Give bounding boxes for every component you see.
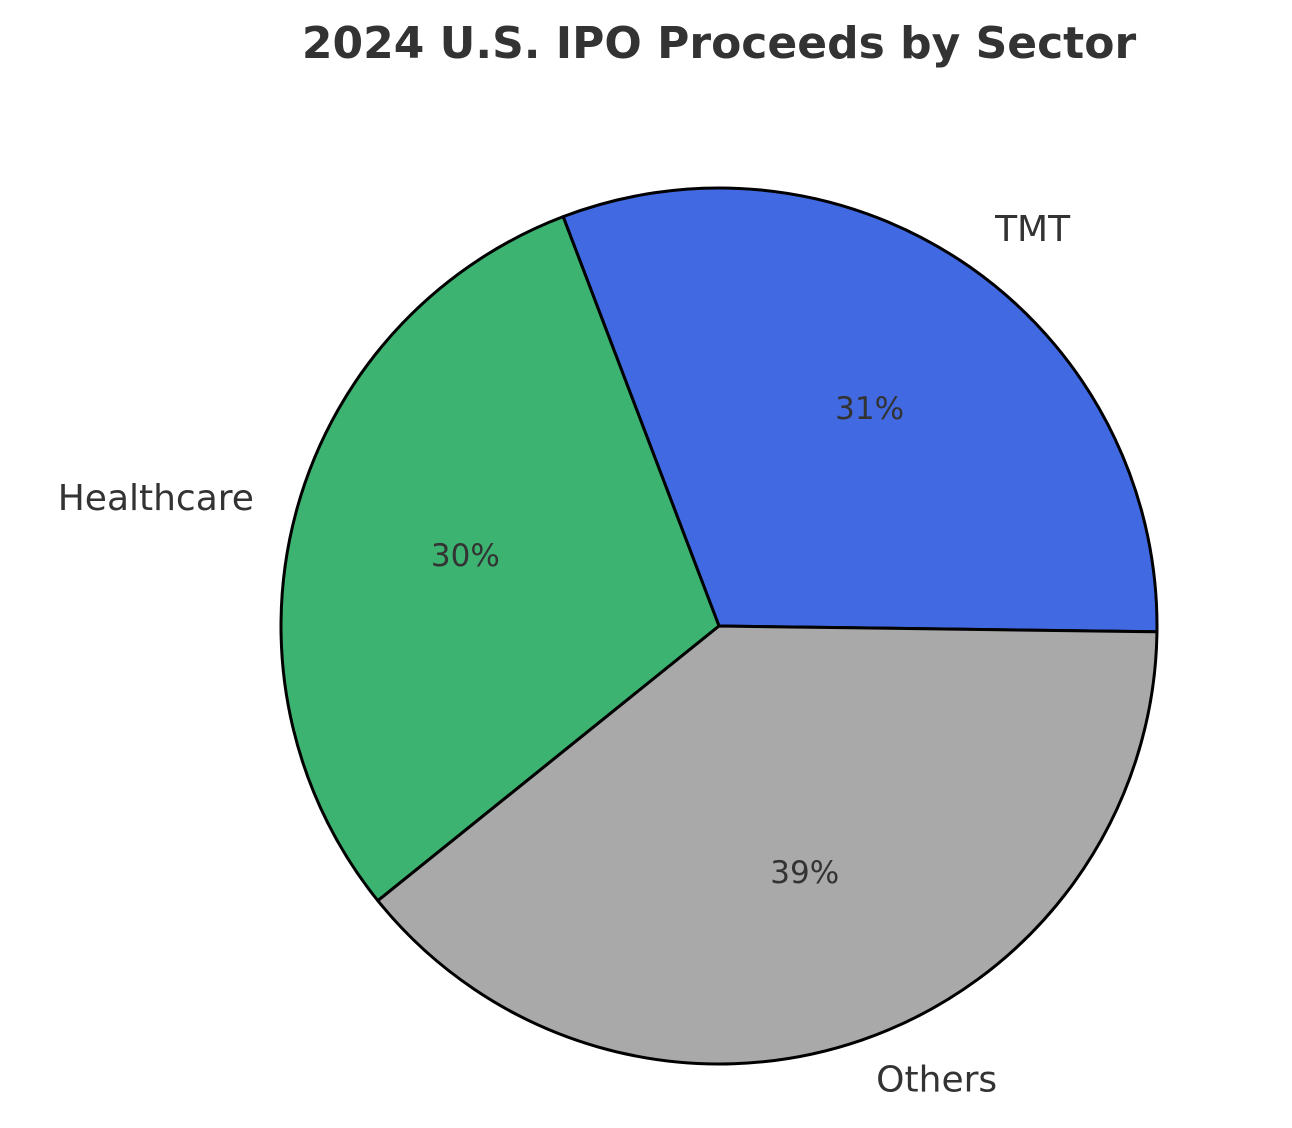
slice-label-tmt: TMT [994, 209, 1071, 250]
pie-slice-others [376, 624, 1159, 1066]
pct-label-tmt: 31% [835, 391, 904, 427]
pie-labels: TMT 31% Healthcare 30% Others 39% [58, 209, 1071, 1100]
pie-slices [279, 186, 1159, 1066]
pct-label-others: 39% [770, 855, 839, 891]
chart-title: 2024 U.S. IPO Proceeds by Sector [301, 18, 1137, 69]
slice-label-others: Others [876, 1059, 997, 1100]
pie-slice-healthcare [279, 215, 721, 903]
slice-label-healthcare: Healthcare [58, 478, 254, 519]
pct-label-healthcare: 30% [431, 538, 500, 574]
pie-slice-tmt [561, 186, 1159, 634]
